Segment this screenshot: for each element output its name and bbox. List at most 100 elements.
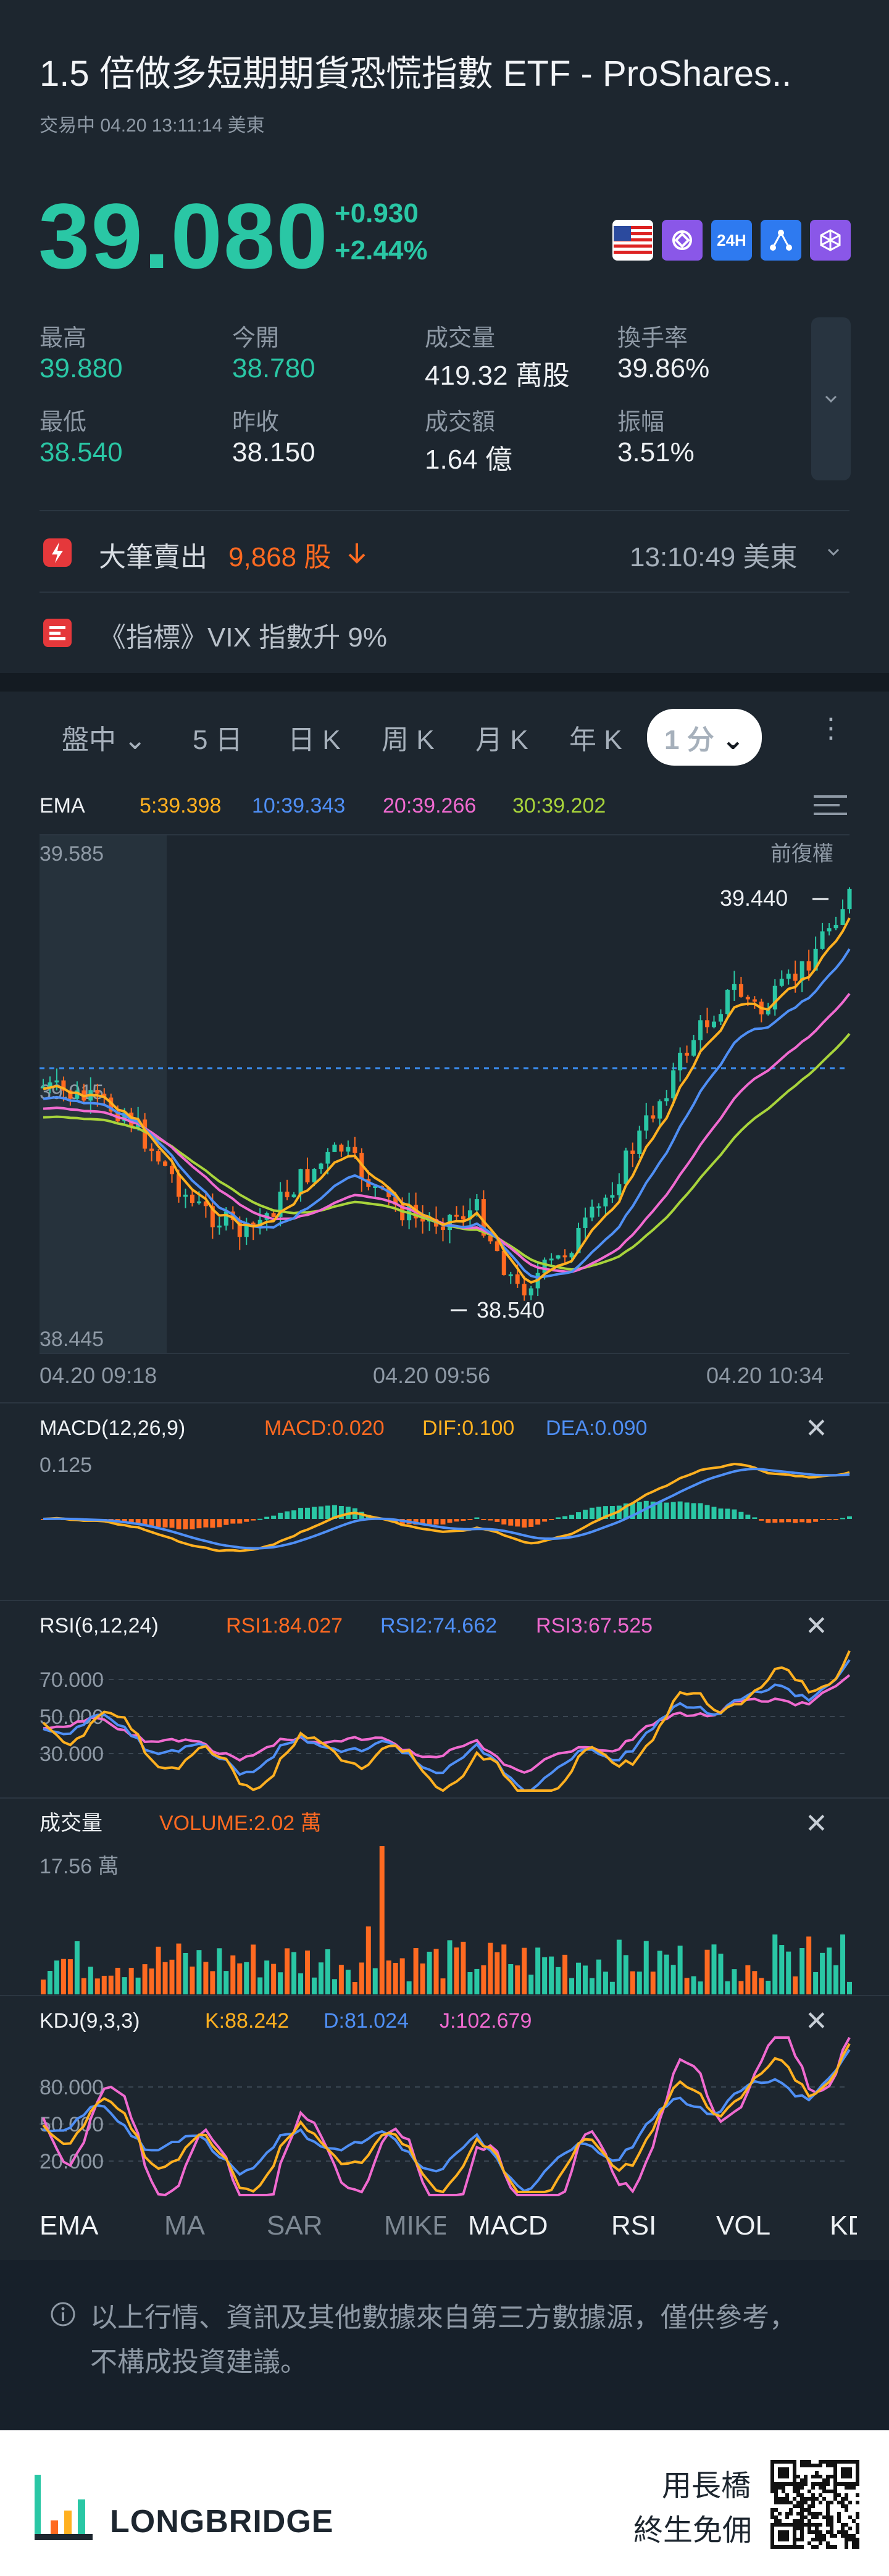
candle (467, 1210, 472, 1220)
indicator-tab-ma[interactable]: MA (164, 2210, 205, 2241)
qr-module (770, 2467, 774, 2471)
stat-value: 39.86% (617, 353, 710, 383)
candle (183, 1194, 188, 1197)
qr-module (808, 2527, 811, 2530)
macd-bar (833, 1519, 839, 1520)
indicator-tab-kdj[interactable]: KDJ (830, 2210, 857, 2241)
candle (671, 1070, 676, 1098)
chart-settings-icon[interactable] (814, 795, 847, 815)
candle (603, 1197, 608, 1206)
candle (176, 1174, 181, 1197)
macd-bar (711, 1507, 717, 1519)
candle (203, 1201, 208, 1206)
tab-5day[interactable]: 5 日 (193, 725, 243, 755)
tab-intraday[interactable]: 盤中 ⌄ (62, 725, 147, 755)
kdj-label[interactable]: KDJ(9,3,3) (40, 2009, 140, 2033)
us-flag-icon[interactable] (612, 220, 653, 261)
candle (257, 1219, 262, 1227)
qr-module (782, 2523, 785, 2527)
qr-module (800, 2486, 804, 2490)
qr-code-icon[interactable] (770, 2460, 859, 2549)
candle (339, 1144, 344, 1152)
qr-module (815, 2512, 819, 2515)
volume-bar (515, 1965, 520, 1994)
indicator-tab-rsi[interactable]: RSI (611, 2210, 657, 2241)
network-icon[interactable] (761, 220, 801, 261)
qr-module (811, 2530, 815, 2534)
tab-daily[interactable]: 日 K (288, 725, 341, 755)
volume-bar (488, 1942, 493, 1994)
chevron-down-icon (827, 548, 840, 556)
volume-bar (793, 1976, 798, 1994)
big-trade-row[interactable]: 大筆賣出 9,868 股 13:10:49 美東 (40, 532, 849, 573)
ema-label[interactable]: EMA (40, 794, 85, 818)
ema-value-10: 10:39.343 (252, 794, 345, 818)
cube-icon[interactable] (810, 220, 851, 261)
macd-bar (752, 1517, 758, 1519)
qr-module (856, 2538, 859, 2541)
rsi-label[interactable]: RSI(6,12,24) (40, 1614, 159, 1637)
qr-module (833, 2475, 837, 2478)
tab-yearly[interactable]: 年 K (569, 725, 622, 755)
lightning-icon (43, 538, 72, 567)
tab-weekly[interactable]: 周 K (382, 725, 435, 755)
macd-bar (251, 1519, 256, 1521)
qr-module (811, 2493, 815, 2497)
rsi-level-30: 30.000 (40, 1742, 104, 1766)
stock-chart[interactable]: EMA 5:39.398 10:39.343 20:39.266 30:39.2… (0, 778, 889, 2198)
macd-bar (196, 1519, 202, 1529)
close-macd-icon[interactable]: ✕ (805, 1413, 828, 1444)
qr-module (796, 2519, 800, 2523)
market-status: 交易中 04.20 13:11:14 美東 (40, 115, 265, 136)
volume-bar (766, 1980, 771, 1994)
qr-module (833, 2471, 837, 2475)
qr-module (845, 2493, 848, 2497)
close-rsi-icon[interactable]: ✕ (805, 1611, 828, 1641)
volume-bar (94, 1978, 100, 1994)
indicator-tab-vol[interactable]: VOL (716, 2210, 771, 2241)
candle (54, 1080, 59, 1083)
qr-module (785, 2530, 789, 2534)
tab-monthly[interactable]: 月 K (475, 725, 528, 755)
24h-trading-badge[interactable]: 24H (711, 220, 752, 261)
qr-module (826, 2501, 830, 2504)
candle (305, 1169, 310, 1182)
option-icon[interactable] (662, 220, 703, 261)
macd-bar (467, 1519, 473, 1520)
volume-bar (589, 1978, 595, 1994)
qr-module (774, 2460, 778, 2464)
qr-module (833, 2497, 837, 2501)
qr-module (774, 2497, 778, 2501)
qr-module (778, 2460, 782, 2464)
qr-module (782, 2545, 785, 2549)
qr-module (782, 2460, 785, 2464)
macd-bar (298, 1508, 304, 1519)
macd-label[interactable]: MACD(12,26,9) (40, 1416, 185, 1440)
qr-module (856, 2471, 859, 2475)
expand-stats-button[interactable] (811, 317, 851, 480)
indicator-tab-ema[interactable]: EMA (40, 2210, 99, 2241)
stat-label: 今開 (232, 325, 280, 351)
volume-bar (41, 1980, 46, 1994)
qr-module (785, 2467, 789, 2471)
qr-module (770, 2508, 774, 2512)
tab-1min[interactable]: 1 分 ⌄ (647, 709, 762, 766)
volume-bar (576, 1962, 582, 1994)
adjust-label[interactable]: 前復權 (770, 842, 833, 866)
candle (779, 979, 784, 986)
price-axis-bottom: 38.445 (40, 1328, 104, 1351)
more-icon[interactable]: ⋮ (817, 713, 845, 743)
qr-module (800, 2527, 804, 2530)
indicator-tab-sar[interactable]: SAR (267, 2210, 323, 2241)
rsi-level-70: 70.000 (40, 1668, 104, 1692)
close-kdj-icon[interactable]: ✕ (805, 2006, 828, 2036)
news-row[interactable]: 《指標》VIX 指數升 9% (40, 613, 849, 653)
close-volume-icon[interactable]: ✕ (805, 1809, 828, 1839)
qr-module (793, 2504, 796, 2508)
volume-label[interactable]: 成交量 (40, 1812, 102, 1835)
volume-bar (556, 1967, 561, 1994)
indicator-tab-mike[interactable]: MIKE (384, 2210, 446, 2241)
indicator-tab-macd[interactable]: MACD (468, 2210, 548, 2241)
volume-bar (535, 1947, 541, 1994)
qr-module (819, 2493, 822, 2497)
